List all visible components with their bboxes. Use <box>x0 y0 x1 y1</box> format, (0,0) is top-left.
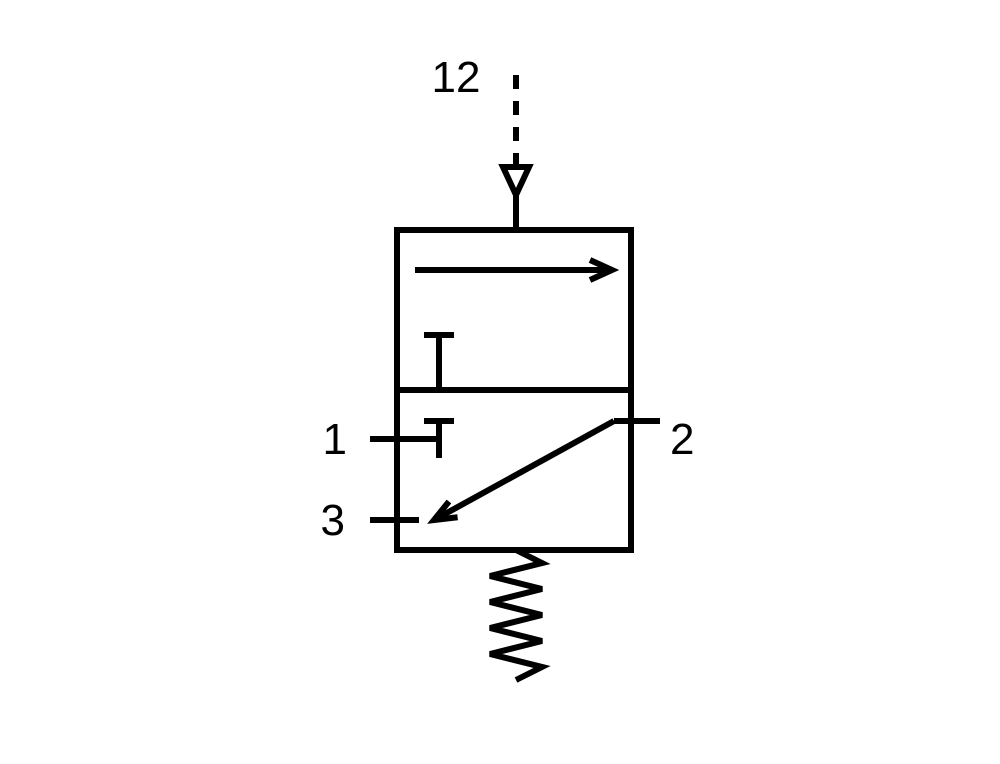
spring-return-icon <box>490 550 542 680</box>
port-label-2: 2 <box>670 415 694 464</box>
lower-flow-diagonal <box>434 421 614 520</box>
port-label-3: 3 <box>321 496 345 545</box>
pilot-triangle-icon <box>503 167 529 195</box>
port-label-12: 12 <box>432 53 481 102</box>
port-label-1: 1 <box>323 415 347 464</box>
